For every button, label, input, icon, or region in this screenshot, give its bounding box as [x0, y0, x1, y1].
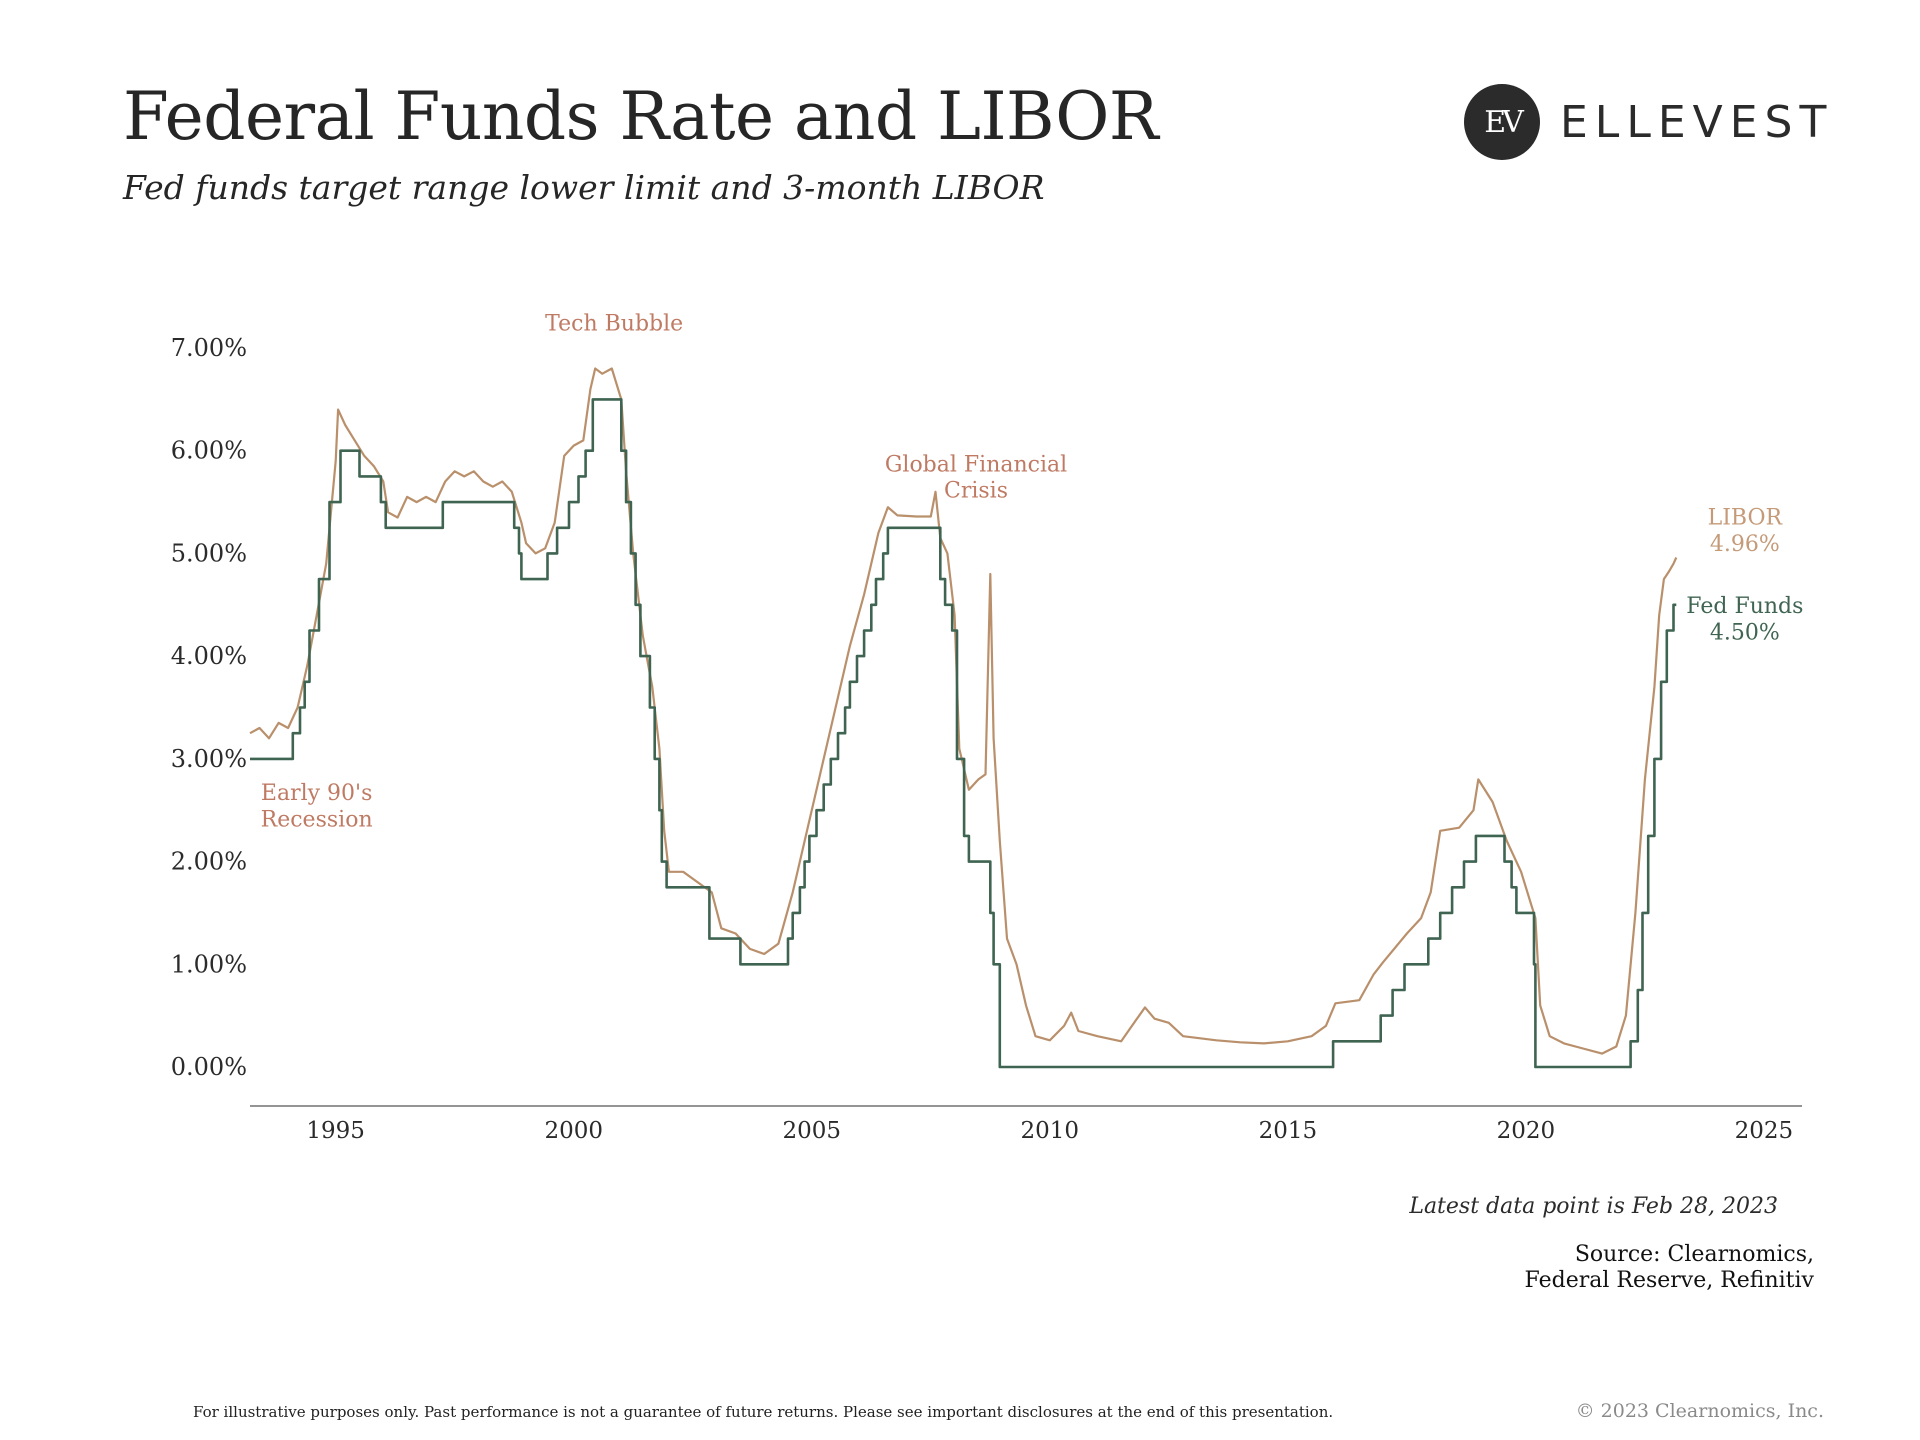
y-tick-label: 7.00%: [171, 334, 247, 362]
y-tick-label: 0.00%: [171, 1053, 247, 1081]
libor-end-label: LIBOR 4.96%: [1708, 506, 1784, 557]
source-line-2: Federal Reserve, Refinitiv: [1524, 1268, 1814, 1293]
fed-funds-end-label-line-2: 4.50%: [1710, 620, 1780, 645]
x-tick-label: 2015: [1259, 1118, 1318, 1144]
x-tick-label: 2010: [1021, 1118, 1080, 1144]
libor-end-label-line-2: 4.96%: [1710, 532, 1780, 557]
x-tick-label: 2005: [782, 1118, 841, 1144]
y-tick-label: 5.00%: [171, 539, 247, 567]
source-line-1: Source: Clearnomics,: [1574, 1242, 1814, 1267]
y-tick-label: 4.00%: [171, 642, 247, 670]
fed-funds-end-label: Fed Funds 4.50%: [1686, 594, 1803, 645]
x-tick-label: 2020: [1497, 1118, 1556, 1144]
ev-monogram-icon: EV: [1464, 84, 1540, 160]
libor-end-label-line-1: LIBOR: [1708, 506, 1784, 531]
latest-data-note: Latest data point is Feb 28, 2023: [1409, 1194, 1778, 1219]
annotation-label-line-1: Tech Bubble: [545, 312, 683, 337]
x-tick-label: 2025: [1735, 1118, 1794, 1144]
annotation-label-line-1: Global Financial: [885, 452, 1067, 477]
fed-funds-end-label-line-1: Fed Funds: [1686, 594, 1803, 619]
chart-subtitle: Fed funds target range lower limit and 3…: [123, 168, 1045, 207]
disclaimer: For illustrative purposes only. Past per…: [193, 1403, 1334, 1421]
annotation-label-line-2: Crisis: [944, 479, 1008, 504]
annotation-label: Global Financial Crisis: [885, 452, 1067, 503]
y-tick-label: 2.00%: [171, 848, 247, 876]
x-tick-label: 2000: [544, 1118, 603, 1144]
x-tick-label: 1995: [306, 1118, 365, 1144]
annotation-label-line-2: Recession: [261, 807, 373, 832]
annotation-label: Early 90's Recession: [261, 781, 373, 832]
libor-series-line: [249, 367, 1678, 1055]
y-tick-label: 3.00%: [171, 745, 247, 773]
fed-funds-series-line: [250, 398, 1677, 1069]
chart-title: Federal Funds Rate and LIBOR: [123, 78, 1159, 155]
annotation-label: Tech Bubble: [545, 312, 683, 337]
ellevest-logo: EV ELLEVEST: [1464, 84, 1833, 160]
copyright: © 2023 Clearnomics, Inc.: [1575, 1400, 1824, 1422]
y-tick-label: 6.00%: [171, 437, 247, 465]
y-tick-label: 1.00%: [171, 950, 247, 978]
annotation-label-line-1: Early 90's: [261, 781, 372, 806]
source-note: Source: Clearnomics, Federal Reserve, Re…: [1525, 1242, 1814, 1294]
ellevest-wordmark: ELLEVEST: [1560, 96, 1834, 148]
